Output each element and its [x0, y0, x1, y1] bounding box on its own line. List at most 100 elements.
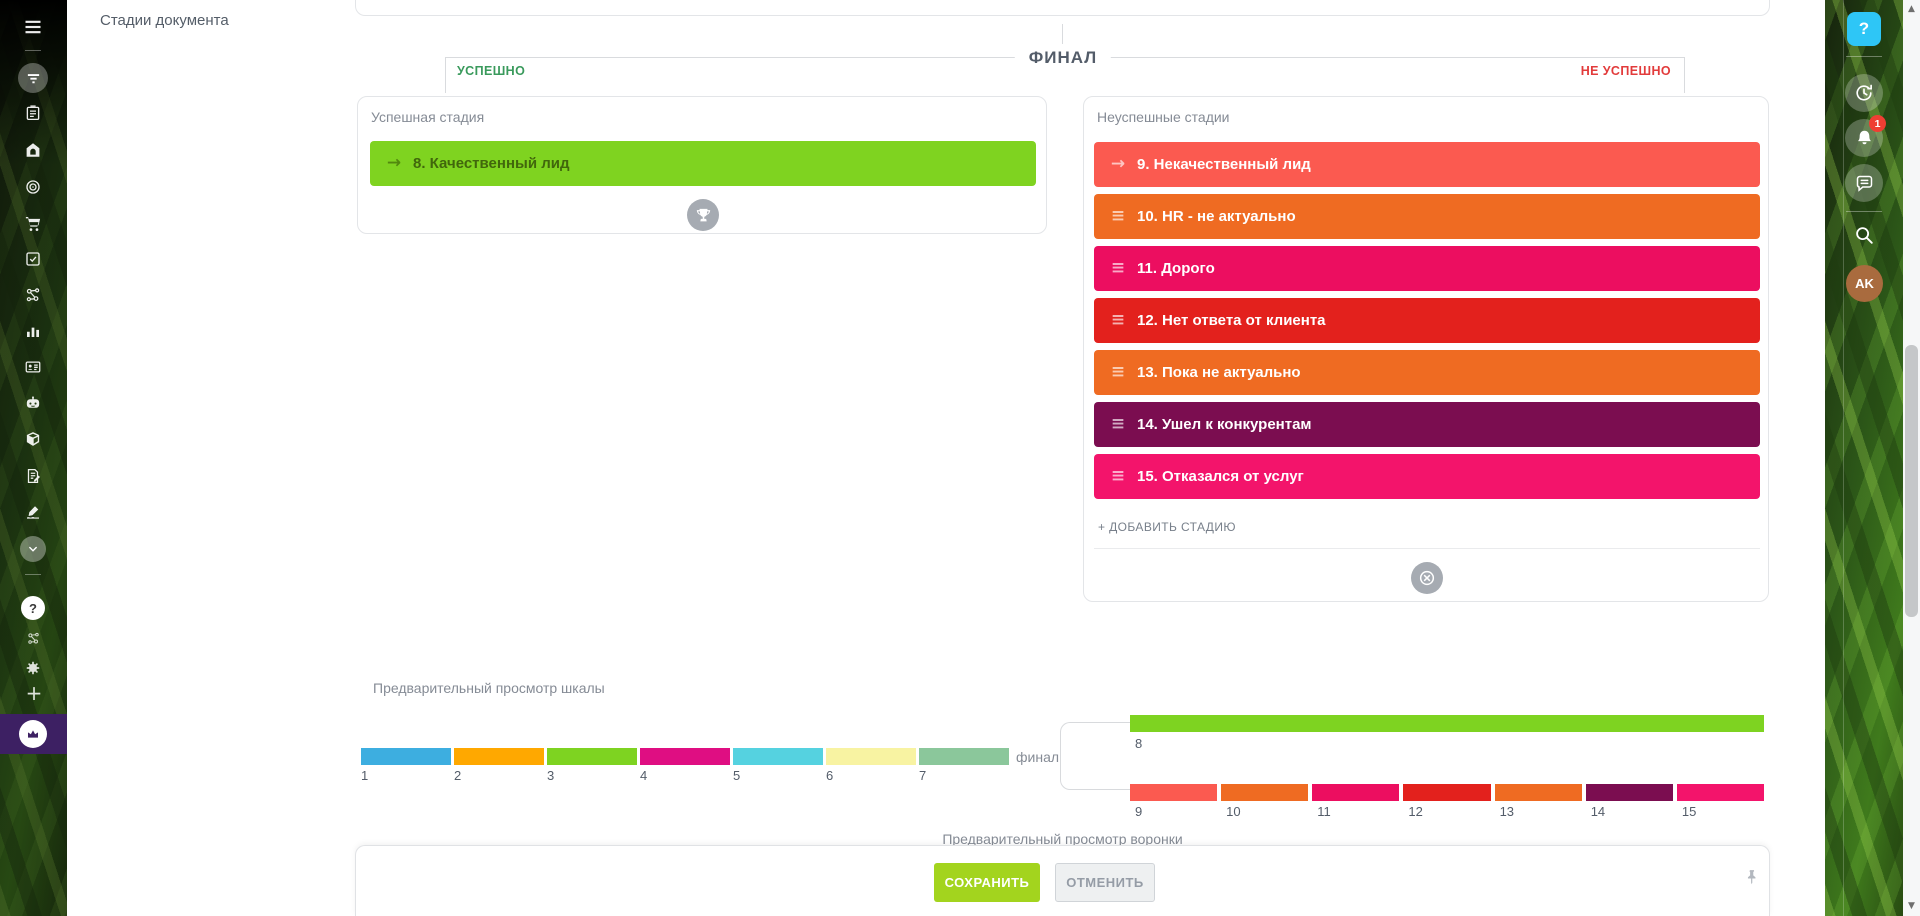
- sign-icon[interactable]: [24, 503, 42, 521]
- scale-segment: [547, 748, 637, 765]
- success-stage-card: Успешная стадия → 8. Качественный лид: [357, 96, 1047, 234]
- settings-gear-icon[interactable]: [25, 660, 41, 676]
- scale-segment: [1676, 784, 1764, 801]
- funnel-preview-title: Предварительный просмотр воронки: [942, 831, 1183, 847]
- store-icon[interactable]: [24, 141, 42, 159]
- toolbar-divider: [1846, 211, 1882, 212]
- save-button[interactable]: СОХРАНИТЬ: [934, 863, 1040, 902]
- target-icon[interactable]: [24, 178, 42, 196]
- more-button[interactable]: [20, 536, 46, 562]
- cart-icon[interactable]: [24, 214, 42, 232]
- scrollbar-thumb[interactable]: [1905, 345, 1918, 617]
- processes-icon[interactable]: [24, 286, 42, 304]
- scale-final-label: финал: [1016, 749, 1060, 765]
- toolbar-divider: [1846, 56, 1882, 57]
- chat-icon: [1854, 173, 1875, 194]
- cancel-button[interactable]: ОТМЕНИТЬ: [1055, 863, 1155, 902]
- fail-card-title: Неуспешные стадии: [1097, 109, 1230, 125]
- add-stage-button[interactable]: + ДОБАВИТЬ СТАДИЮ: [1098, 520, 1236, 534]
- stage-row[interactable]: → 9. Некачественный лид: [1094, 142, 1760, 187]
- page-title: Стадии документа: [100, 12, 229, 29]
- stage-label: 13. Пока не актуально: [1137, 364, 1301, 381]
- scale-segment: [1221, 784, 1309, 801]
- scale-segment: [1494, 784, 1582, 801]
- final-bracket: [1060, 722, 1131, 790]
- warehouse-icon[interactable]: [24, 430, 42, 448]
- drag-handle-icon: ≡: [1110, 362, 1126, 382]
- scroll-down-icon[interactable]: ▼: [1908, 900, 1915, 911]
- scale-segment: [1403, 784, 1491, 801]
- main-content: Стадии документа ФИНАЛ УСПЕШНО НЕ УСПЕШН…: [67, 0, 1825, 916]
- scroll-up-icon[interactable]: ▲: [1908, 3, 1915, 14]
- stage-label: 12. Нет ответа от клиента: [1137, 312, 1326, 329]
- success-tab-border: [445, 57, 446, 93]
- scale-preview-title: Предварительный просмотр шкалы: [373, 680, 605, 696]
- scale-main-segments: 1 2 3 4 5 6 7: [361, 748, 1009, 783]
- scale-segment: [826, 748, 916, 765]
- stage-row[interactable]: ≡ 15. Отказался от услуг: [1094, 454, 1760, 499]
- arrow-right-icon: →: [386, 153, 402, 173]
- upgrade-banner[interactable]: [0, 714, 67, 754]
- scale-segment: [454, 748, 544, 765]
- tab-fail[interactable]: НЕ УСПЕШНО: [1580, 64, 1671, 78]
- invite-icon[interactable]: [26, 631, 41, 646]
- messenger-button[interactable]: [1845, 164, 1883, 202]
- stage-row[interactable]: ≡ 14. Ушел к конкурентам: [1094, 402, 1760, 447]
- success-card-title: Успешная стадия: [371, 109, 485, 125]
- drag-handle-icon: ≡: [1110, 258, 1126, 278]
- fail-stages-card: Неуспешные стадии → 9. Некачественный ли…: [1083, 96, 1769, 602]
- drag-handle-icon: ≡: [1110, 206, 1126, 226]
- tab-success[interactable]: УСПЕШНО: [457, 64, 526, 78]
- scale-segment: [1312, 784, 1400, 801]
- fail-marker: [1411, 562, 1443, 594]
- success-stage-bar[interactable]: → 8. Качественный лид: [370, 141, 1036, 186]
- help-button[interactable]: ?: [21, 596, 45, 620]
- stage-row[interactable]: ≡ 13. Пока не актуально: [1094, 350, 1760, 395]
- left-sidebar: ? +: [0, 0, 67, 916]
- documents-icon[interactable]: [24, 467, 42, 485]
- stage-row[interactable]: ≡ 10. HR - не актуально: [1094, 194, 1760, 239]
- analytics-icon[interactable]: [24, 322, 42, 340]
- drag-handle-icon: ≡: [1110, 466, 1126, 486]
- crown-icon: [25, 726, 41, 742]
- menu-icon[interactable]: [23, 17, 43, 37]
- helpdesk-button[interactable]: ?: [1847, 12, 1881, 46]
- sidebar-item-funnel[interactable]: [18, 63, 48, 93]
- notification-badge: 1: [1869, 115, 1886, 132]
- pin-icon[interactable]: [1743, 866, 1761, 888]
- tasks-icon[interactable]: [24, 104, 42, 122]
- funnel-icon: [26, 71, 41, 86]
- scale-segment: [640, 748, 730, 765]
- sidebar-divider: [25, 50, 41, 51]
- history-icon: [1853, 82, 1875, 104]
- contacts-icon[interactable]: [24, 358, 42, 376]
- bell-icon: [1854, 128, 1875, 149]
- stage-label: 11. Дорого: [1137, 260, 1215, 277]
- assistant-icon[interactable]: [24, 394, 42, 412]
- scale-segment: [1130, 784, 1218, 801]
- todo-icon[interactable]: [24, 250, 42, 268]
- stage-label: 9. Некачественный лид: [1137, 156, 1311, 173]
- stage-row[interactable]: ≡ 11. Дорого: [1094, 246, 1760, 291]
- previous-card-edge: [355, 0, 1770, 16]
- connector-line: [1062, 24, 1063, 44]
- stage-label: 8. Качественный лид: [413, 155, 570, 172]
- drag-handle-icon: ≡: [1110, 414, 1126, 434]
- scale-success-segment: 8: [1130, 715, 1764, 751]
- drag-handle-icon: ≡: [1110, 310, 1126, 330]
- search-icon[interactable]: [1853, 224, 1875, 246]
- add-icon[interactable]: +: [25, 681, 43, 705]
- stage-row[interactable]: ≡ 12. Нет ответа от клиента: [1094, 298, 1760, 343]
- footer-panel: СОХРАНИТЬ ОТМЕНИТЬ: [355, 845, 1770, 916]
- fail-tab-border: [1684, 57, 1685, 93]
- scale-segment: [733, 748, 823, 765]
- stage-label: 15. Отказался от услуг: [1137, 468, 1304, 485]
- scale-segment: [1585, 784, 1673, 801]
- card-divider: [1094, 548, 1760, 549]
- avatar[interactable]: AK: [1846, 265, 1883, 302]
- history-button[interactable]: [1845, 74, 1883, 112]
- stage-label: 10. HR - не актуально: [1137, 208, 1296, 225]
- chevron-down-icon: [26, 542, 40, 556]
- trophy-icon: [694, 206, 713, 225]
